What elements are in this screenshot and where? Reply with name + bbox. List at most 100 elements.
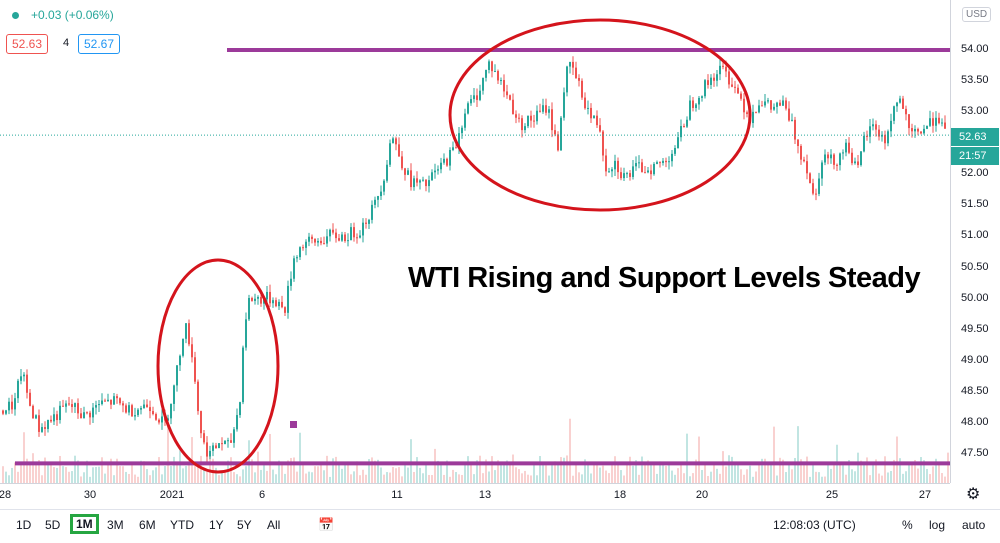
volume-bar bbox=[938, 464, 940, 483]
volume-bar bbox=[305, 473, 307, 483]
volume-bar bbox=[440, 463, 442, 483]
y-tick-label: 54.00 bbox=[961, 43, 989, 55]
percent-scale-button[interactable]: % bbox=[902, 518, 913, 532]
volume-bar bbox=[812, 463, 814, 483]
range-ytd-button[interactable]: YTD bbox=[170, 518, 194, 532]
volume-bar bbox=[317, 466, 319, 483]
candle-body bbox=[251, 297, 253, 301]
date-range-icon[interactable]: 📅 bbox=[318, 517, 335, 532]
volume-bar bbox=[920, 457, 922, 483]
y-tick-label: 48.50 bbox=[961, 384, 989, 397]
candle-body bbox=[269, 291, 271, 304]
candle-body bbox=[848, 142, 850, 153]
volume-bar bbox=[473, 474, 475, 483]
range-1y-button[interactable]: 1Y bbox=[209, 518, 224, 532]
volume-bar bbox=[800, 459, 802, 483]
candle-body bbox=[521, 118, 523, 131]
candle-body bbox=[326, 236, 328, 244]
candle-body bbox=[626, 173, 628, 175]
candle-body bbox=[221, 443, 223, 445]
x-tick-label: 28 bbox=[0, 489, 12, 501]
candle-body bbox=[428, 180, 430, 187]
price-chart[interactable] bbox=[0, 0, 950, 483]
candle-body bbox=[197, 381, 199, 412]
candle-body bbox=[806, 161, 808, 174]
candle-body bbox=[137, 409, 139, 416]
range-1d-button[interactable]: 1D bbox=[16, 518, 32, 532]
candle-body bbox=[218, 443, 220, 449]
candle-body bbox=[692, 100, 694, 108]
buy-price-box[interactable]: 52.67 bbox=[78, 34, 121, 54]
price-axis[interactable]: 54.0053.5053.0052.5052.0051.5051.0050.50… bbox=[950, 0, 1000, 483]
auto-scale-button[interactable]: auto bbox=[962, 518, 986, 532]
candle-body bbox=[623, 173, 625, 179]
volume-bar bbox=[431, 475, 433, 483]
range-1m-button[interactable]: 1M bbox=[70, 514, 99, 534]
y-tick-label: 51.50 bbox=[961, 198, 989, 211]
log-scale-button[interactable]: log bbox=[929, 518, 946, 532]
currency-label[interactable]: USD bbox=[962, 7, 992, 22]
range-5y-button[interactable]: 5Y bbox=[237, 518, 252, 532]
candle-body bbox=[887, 131, 889, 144]
sell-price-box[interactable]: 52.63 bbox=[6, 34, 49, 54]
candle-body bbox=[44, 427, 46, 429]
volume-bar bbox=[674, 474, 676, 483]
candle-body bbox=[395, 138, 397, 145]
volume-bar bbox=[278, 460, 280, 483]
volume-bar bbox=[620, 470, 622, 483]
candle-body bbox=[377, 196, 379, 200]
candle-body bbox=[530, 115, 532, 121]
volume-bar bbox=[200, 455, 202, 483]
candle-body bbox=[602, 131, 604, 156]
volume-bar bbox=[809, 476, 811, 483]
range-6m-button[interactable]: 6M bbox=[139, 518, 156, 532]
y-tick-label: 50.00 bbox=[961, 291, 989, 304]
utc-clock[interactable]: 12:08:03 (UTC) bbox=[773, 518, 856, 532]
volume-bar bbox=[797, 426, 799, 483]
volume-bar bbox=[146, 469, 148, 483]
candle-body bbox=[413, 178, 415, 188]
x-tick-label: 18 bbox=[613, 489, 627, 501]
volume-bar bbox=[167, 427, 169, 483]
candle-body bbox=[302, 247, 304, 249]
candlestick-plot[interactable] bbox=[0, 0, 950, 483]
candle-body bbox=[605, 155, 607, 172]
candle-body bbox=[773, 106, 775, 110]
candle-body bbox=[359, 235, 361, 238]
volume-bar bbox=[293, 457, 295, 483]
candle-body bbox=[518, 117, 520, 119]
candle-body bbox=[485, 69, 487, 78]
candle-body bbox=[938, 117, 940, 124]
volume-bar bbox=[311, 472, 313, 483]
volume-bar bbox=[137, 476, 139, 483]
gear-icon[interactable]: ⚙ bbox=[966, 486, 981, 503]
x-tick-label: 2021 bbox=[159, 489, 185, 501]
candle-body bbox=[683, 126, 685, 128]
bottom-toolbar: 1D 5D 1M 3M 6M YTD 1Y 5Y All 📅 12:08:03 … bbox=[0, 509, 1000, 543]
volume-bar bbox=[872, 464, 874, 483]
volume-bar bbox=[470, 462, 472, 483]
change-text: +0.03 (+0.06%) bbox=[31, 8, 114, 22]
candle-body bbox=[767, 100, 769, 102]
candle-body bbox=[431, 172, 433, 181]
volume-bar bbox=[548, 475, 550, 483]
candle-body bbox=[560, 117, 562, 151]
volume-bar bbox=[737, 462, 739, 483]
volume-bar bbox=[344, 463, 346, 483]
volume-bar bbox=[83, 472, 85, 483]
candle-body bbox=[473, 95, 475, 100]
range-all-button[interactable]: All bbox=[267, 518, 281, 532]
volume-bar bbox=[350, 474, 352, 483]
candle-body bbox=[713, 77, 715, 81]
bar-countdown-tag: 21:57 bbox=[951, 147, 999, 165]
candle-body bbox=[143, 404, 145, 409]
volume-bar bbox=[413, 471, 415, 483]
time-axis[interactable]: 28 30 2021 6 11 13 18 20 25 27 bbox=[0, 483, 950, 506]
candle-body bbox=[32, 405, 34, 419]
range-5d-button[interactable]: 5D bbox=[45, 518, 61, 532]
candle-body bbox=[287, 285, 289, 313]
volume-bar bbox=[734, 462, 736, 483]
volume-bar bbox=[497, 460, 499, 483]
volume-bar bbox=[323, 470, 325, 483]
range-3m-button[interactable]: 3M bbox=[107, 518, 124, 532]
